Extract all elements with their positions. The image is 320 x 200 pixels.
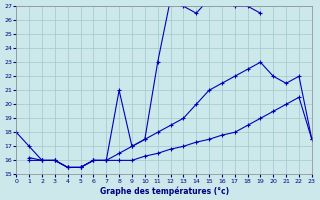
X-axis label: Graphe des températures (°c): Graphe des températures (°c)	[100, 186, 229, 196]
